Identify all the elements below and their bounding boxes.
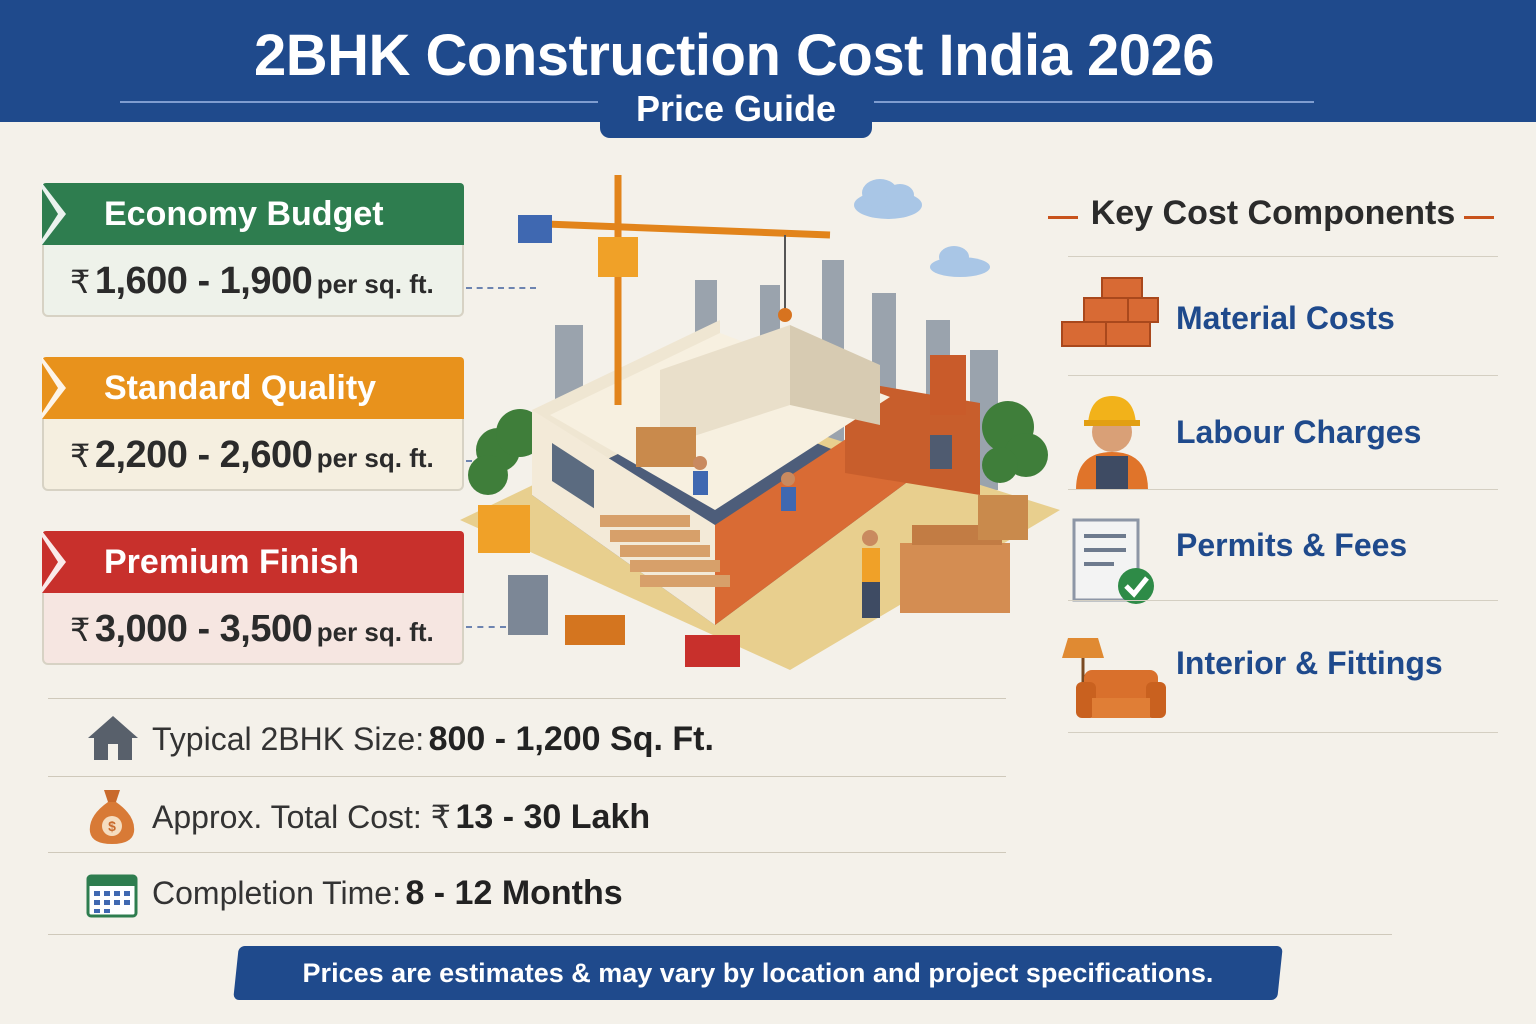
crates xyxy=(636,427,1028,540)
connector-line xyxy=(466,626,506,628)
worker-icon xyxy=(1076,396,1148,490)
page-title: 2BHK Construction Cost India 2026 xyxy=(254,23,1214,88)
component-labour-charges: Labour Charges xyxy=(1176,414,1422,450)
divider xyxy=(48,934,1392,935)
header-divider-right xyxy=(874,101,1314,103)
price-unit: per sq. ft. xyxy=(316,617,434,647)
tower-crane xyxy=(519,175,831,405)
price-unit: per sq. ft. xyxy=(316,269,434,299)
divider xyxy=(1068,600,1498,601)
tree-icon xyxy=(468,401,1048,495)
component-permits-fees: Permits & Fees xyxy=(1176,527,1408,563)
fact-label: Completion Time: xyxy=(152,875,401,911)
tier-name: Standard Quality xyxy=(104,369,377,407)
tier-name: Economy Budget xyxy=(104,195,384,233)
currency-symbol: ₹ xyxy=(70,264,91,300)
document-check-icon xyxy=(1072,518,1154,604)
calendar-icon xyxy=(86,874,138,918)
currency-symbol: ₹ xyxy=(70,438,91,474)
cloud-icon xyxy=(854,179,990,277)
divider xyxy=(1068,256,1498,257)
title-dash xyxy=(1048,216,1078,219)
component-material-costs: Material Costs xyxy=(1176,300,1395,336)
tier-banner: Standard Quality xyxy=(42,357,464,419)
armchair-lamp-icon xyxy=(1062,638,1166,718)
divider xyxy=(48,852,1006,853)
fact-typical-size: Typical 2BHK Size: 800 - 1,200 Sq. Ft. xyxy=(152,720,714,759)
divider xyxy=(48,698,1006,699)
tier-banner: Economy Budget xyxy=(42,183,464,245)
fact-completion-time: Completion Time: 8 - 12 Months xyxy=(152,874,623,913)
divider xyxy=(48,776,1006,777)
worker-icon xyxy=(693,456,880,618)
brick-chimney xyxy=(930,355,966,415)
tier-banner: Premium Finish xyxy=(42,531,464,593)
price-range: 1,600 - 1,900 xyxy=(94,260,313,302)
disclaimer-text: Prices are estimates & may vary by locat… xyxy=(302,958,1214,988)
tier-name: Premium Finish xyxy=(104,543,360,581)
fact-label: Typical 2BHK Size: xyxy=(152,721,425,757)
divider xyxy=(1068,732,1498,733)
divider xyxy=(1068,489,1498,490)
tier-price: ₹ 3,000 - 3,500 per sq. ft. xyxy=(42,593,464,665)
fact-label: Approx. Total Cost: ₹ xyxy=(152,799,452,835)
construction-site-illustration xyxy=(460,175,1060,670)
title-dash xyxy=(1464,216,1494,219)
fact-value: 800 - 1,200 Sq. Ft. xyxy=(428,720,714,758)
fact-total-cost: Approx. Total Cost: ₹ 13 - 30 Lakh xyxy=(152,798,650,837)
price-range: 2,200 - 2,600 xyxy=(94,434,313,476)
tier-price: ₹ 2,200 - 2,600 per sq. ft. xyxy=(42,419,464,491)
fact-value: 13 - 30 Lakh xyxy=(455,798,651,836)
crane-cab xyxy=(598,237,638,277)
page-subtitle: Price Guide xyxy=(600,84,872,138)
generator xyxy=(508,575,548,635)
component-interior-fittings: Interior & Fittings xyxy=(1176,645,1443,681)
key-components-title: Key Cost Components xyxy=(1090,194,1456,232)
cement-bag xyxy=(478,505,530,553)
price-unit: per sq. ft. xyxy=(316,443,434,473)
header-divider-left xyxy=(120,101,598,103)
tool-box xyxy=(685,635,740,667)
svg-text:$: $ xyxy=(108,818,116,834)
staircase xyxy=(600,515,730,587)
currency-symbol: ₹ xyxy=(70,612,91,648)
fact-value: 8 - 12 Months xyxy=(405,874,623,912)
bricks-icon xyxy=(1061,277,1159,347)
money-bag-icon: $ xyxy=(89,790,135,844)
house-icon xyxy=(88,716,138,760)
divider xyxy=(1068,375,1498,376)
tier-price: ₹ 1,600 - 1,900 per sq. ft. xyxy=(42,245,464,317)
connector-line xyxy=(466,287,536,289)
price-range: 3,000 - 3,500 xyxy=(94,608,313,650)
